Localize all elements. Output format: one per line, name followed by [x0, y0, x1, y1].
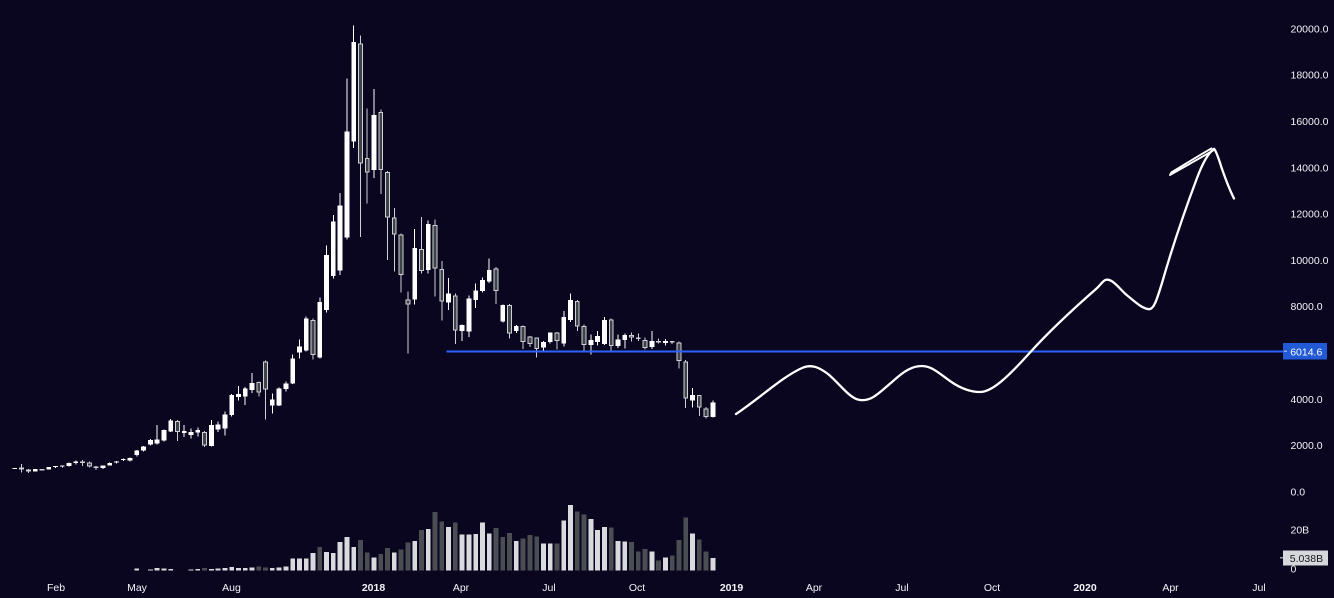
svg-text:6014.6: 6014.6 [1290, 347, 1322, 359]
svg-text:0: 0 [1291, 563, 1297, 575]
svg-text:Apr: Apr [453, 582, 470, 594]
svg-text:Apr: Apr [1162, 582, 1179, 594]
svg-text:14000.0: 14000.0 [1291, 162, 1329, 174]
svg-text:Jul: Jul [895, 582, 908, 594]
svg-text:20000.0: 20000.0 [1291, 23, 1329, 35]
svg-text:Jul: Jul [542, 582, 555, 594]
svg-text:8000.0: 8000.0 [1291, 301, 1323, 313]
svg-text:16000.0: 16000.0 [1291, 116, 1329, 128]
svg-text:0.0: 0.0 [1291, 487, 1306, 499]
svg-text:20B: 20B [1291, 525, 1310, 537]
svg-text:Oct: Oct [984, 582, 1000, 594]
svg-text:2019: 2019 [720, 582, 744, 594]
svg-text:18000.0: 18000.0 [1291, 70, 1329, 82]
svg-text:2000.0: 2000.0 [1291, 440, 1323, 452]
svg-text:Apr: Apr [806, 582, 823, 594]
svg-text:Aug: Aug [222, 582, 241, 594]
svg-text:10000.0: 10000.0 [1291, 255, 1329, 267]
svg-text:2020: 2020 [1073, 582, 1097, 594]
svg-text:2018: 2018 [362, 582, 386, 594]
svg-text:Oct: Oct [629, 582, 645, 594]
svg-text:Feb: Feb [47, 582, 65, 594]
svg-text:Jul: Jul [1252, 582, 1265, 594]
svg-text:12000.0: 12000.0 [1291, 209, 1329, 221]
svg-text:4000.0: 4000.0 [1291, 394, 1323, 406]
svg-text:5.038B: 5.038B [1290, 553, 1323, 565]
svg-text:May: May [127, 582, 148, 594]
